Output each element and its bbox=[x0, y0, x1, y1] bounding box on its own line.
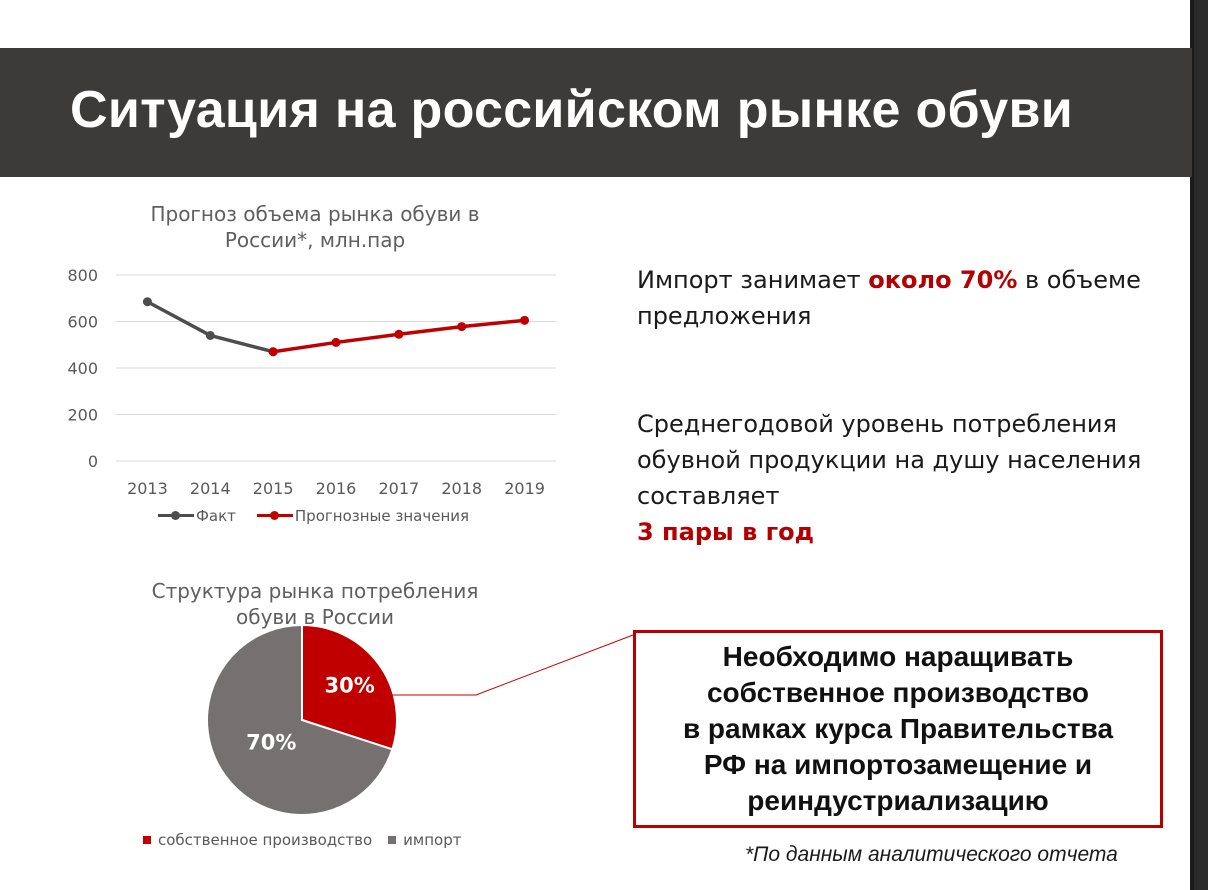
legend-own-production-swatch bbox=[143, 836, 151, 844]
forecast-data-point bbox=[394, 329, 404, 339]
consumption-line-3: составляет bbox=[637, 482, 780, 510]
legend-fact: Факт bbox=[158, 507, 236, 525]
forecast-data-point bbox=[520, 315, 530, 325]
x-tick-label: 2017 bbox=[378, 479, 419, 495]
pie-label-own-production: 30% bbox=[325, 673, 375, 697]
import-share-text-end: в объеме предложения bbox=[637, 266, 1141, 330]
pie-chart-title-line-1: Структура рынка потребления bbox=[151, 579, 479, 603]
forecast-data-point bbox=[331, 337, 341, 347]
consumption-text: Среднегодовой уровень потребления обувно… bbox=[637, 406, 1177, 550]
pie-slice-own-production bbox=[301, 623, 398, 751]
line-chart-title-line-1: Прогноз объема рынка обуви в bbox=[150, 202, 480, 226]
window-edge-shadow bbox=[1190, 0, 1194, 890]
legend-fact-marker bbox=[158, 510, 194, 522]
legend-own-production: собственное производство bbox=[143, 831, 372, 849]
pie-slice-import bbox=[206, 623, 394, 816]
footnote: *По данным аналитического отчета bbox=[745, 843, 1118, 866]
legend-import-label: импорт bbox=[403, 831, 462, 849]
callout-connector-line bbox=[385, 634, 634, 696]
fact-data-point bbox=[142, 297, 152, 307]
y-tick-label: 0 bbox=[88, 452, 98, 471]
x-tick-label: 2018 bbox=[441, 479, 482, 495]
legend-import-swatch bbox=[388, 836, 397, 844]
legend-fact-label: Факт bbox=[196, 507, 236, 525]
forecast-data-point bbox=[457, 322, 467, 332]
slide-title: Ситуация на российском рынке обуви bbox=[70, 81, 1074, 139]
x-tick-label: 2016 bbox=[316, 479, 357, 495]
callout-text: Необходимо наращивать собственное произв… bbox=[683, 639, 1113, 819]
line-chart-title-line-2: России*, млн.пар bbox=[224, 228, 406, 252]
pie-label-import: 70% bbox=[246, 730, 296, 754]
callout-line-2: собственное производство bbox=[706, 677, 1090, 708]
pie-chart-legend: собственное производство импорт bbox=[143, 831, 461, 849]
legend-own-production-label: собственное производство bbox=[158, 831, 373, 849]
import-share-highlight: около 70% bbox=[868, 266, 1018, 294]
fact-series-line bbox=[145, 299, 275, 354]
fact-data-point bbox=[205, 330, 215, 340]
legend-import: импорт bbox=[388, 831, 461, 849]
pie-chart: 30% 70% bbox=[206, 623, 634, 816]
forecast-data-point bbox=[268, 347, 278, 357]
import-share-text-start: Импорт занимает bbox=[637, 266, 869, 294]
consumption-line-1: Среднегодовой уровень потребления bbox=[637, 410, 1117, 438]
y-tick-label: 400 bbox=[67, 359, 98, 378]
line-chart-title: Прогноз объема рынка обуви в России*, мл… bbox=[95, 201, 535, 253]
x-tick-label: 2019 bbox=[504, 479, 545, 495]
callout-box: Необходимо наращивать собственное произв… bbox=[633, 630, 1163, 828]
y-tick-label: 200 bbox=[67, 406, 98, 425]
consumption-line-2: обувной продукции на душу населения bbox=[637, 446, 1142, 474]
legend-forecast-marker bbox=[256, 510, 293, 522]
y-tick-label: 800 bbox=[67, 266, 98, 285]
y-tick-label: 600 bbox=[67, 313, 98, 332]
consumption-highlight: 3 пары в год bbox=[637, 518, 815, 546]
callout-line-1: Необходимо наращивать bbox=[722, 641, 1074, 672]
x-tick-label: 2013 bbox=[127, 479, 168, 495]
line-chart: 800 600 400 200 0 2013 2014 2015 2016 2017 2018 201… bbox=[67, 266, 556, 495]
callout-line-3: в рамках курса Правительства bbox=[682, 713, 1114, 744]
header-bar bbox=[0, 48, 1192, 177]
window-edge bbox=[1190, 0, 1208, 890]
x-tick-label: 2015 bbox=[253, 479, 294, 495]
callout-line-5: реиндустриализацию bbox=[747, 785, 1049, 816]
x-tick-label: 2014 bbox=[190, 479, 231, 495]
legend-forecast-label: Прогнозные значения bbox=[294, 507, 470, 525]
legend-forecast: Прогнозные значения bbox=[256, 507, 470, 525]
import-share-text: Импорт занимает около 70% в объеме предл… bbox=[637, 262, 1157, 334]
line-chart-legend: Факт Прогнозные значения bbox=[158, 507, 469, 525]
callout-line-4: РФ на импортозамещение и bbox=[703, 749, 1093, 780]
